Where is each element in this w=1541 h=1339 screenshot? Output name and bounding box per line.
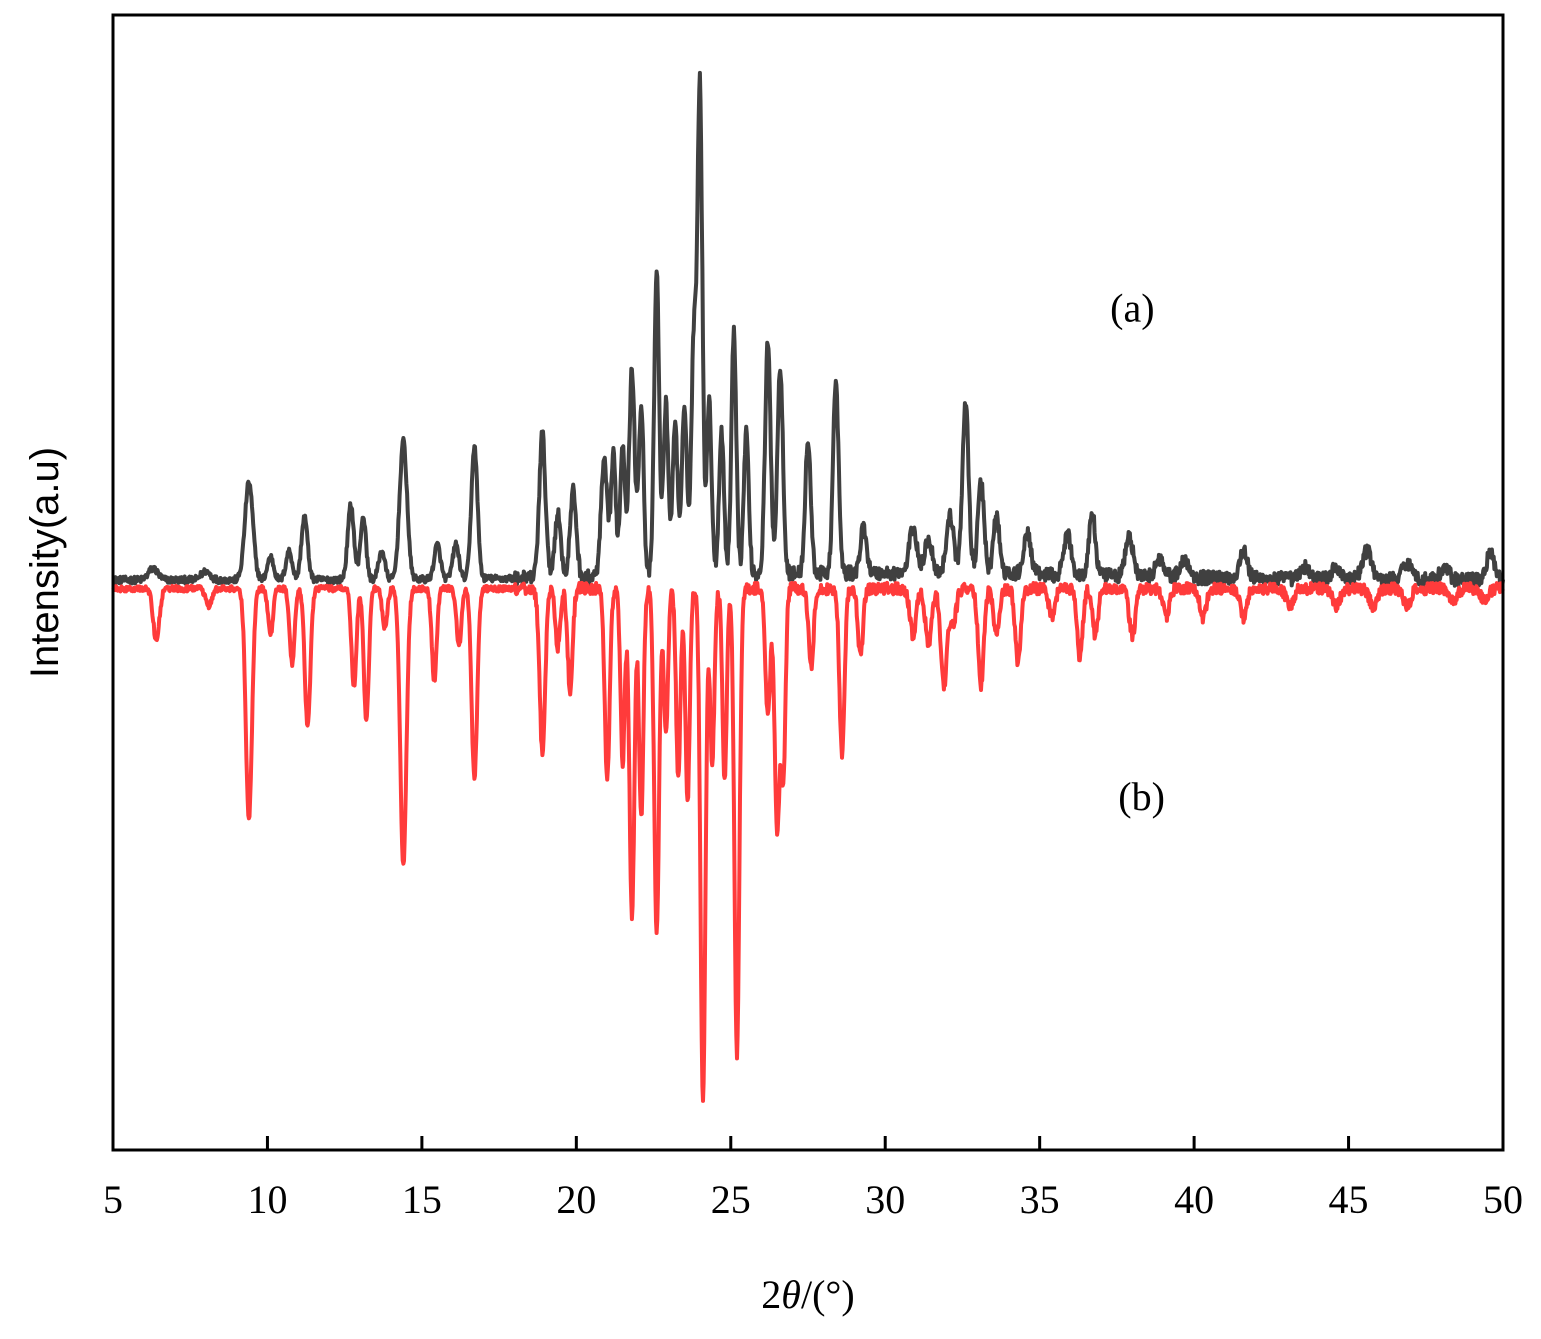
annotation-a: (a)	[1110, 285, 1154, 330]
x-tick-label-50: 50	[1483, 1177, 1523, 1222]
x-axis-label-unit: /(°)	[801, 1272, 855, 1317]
x-tick-label-10: 10	[247, 1177, 287, 1222]
x-tick-label-30: 30	[865, 1177, 905, 1222]
series-layer	[111, 70, 1505, 1103]
series-a-line	[111, 70, 1505, 588]
x-axis-label-theta: θ	[781, 1272, 801, 1317]
annotation-b: (b)	[1118, 774, 1165, 819]
annotations: (a) (b)	[1110, 285, 1165, 819]
series-b-line	[111, 580, 1505, 1103]
x-axis-label: 2θ/(°)	[761, 1272, 854, 1317]
x-axis-ticks: 5 10 15 20 25 30 35 40 45 50	[103, 1136, 1523, 1222]
x-tick-label-20: 20	[556, 1177, 596, 1222]
plot-frame	[111, 13, 1505, 1152]
x-tick-label-15: 15	[402, 1177, 442, 1222]
y-axis-label: Intensity(a.u)	[23, 447, 67, 678]
x-axis-label-part-1: 2	[761, 1272, 781, 1317]
x-tick-label-35: 35	[1020, 1177, 1060, 1222]
x-tick-label-45: 45	[1329, 1177, 1369, 1222]
x-tick-label-40: 40	[1174, 1177, 1214, 1222]
x-tick-label-25: 25	[711, 1177, 751, 1222]
x-tick-label-5: 5	[103, 1177, 123, 1222]
